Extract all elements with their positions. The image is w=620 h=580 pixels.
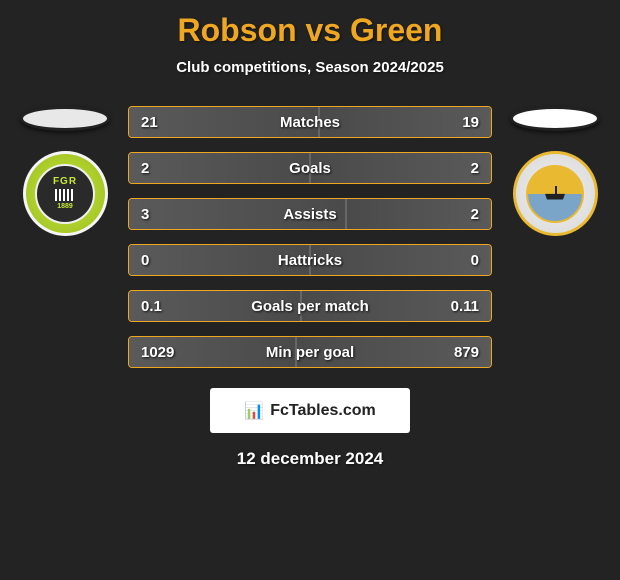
stat-label: Matches bbox=[280, 114, 340, 131]
stat-value-right: 0.11 bbox=[451, 298, 479, 315]
stat-bar: 0 0 Hattricks bbox=[128, 244, 492, 276]
stat-label: Assists bbox=[283, 206, 336, 223]
badge-right-inner bbox=[526, 165, 584, 223]
team-right-column bbox=[500, 106, 610, 236]
stat-fill-left bbox=[129, 153, 310, 183]
brand-box[interactable]: 📊 FcTables.com bbox=[210, 388, 410, 433]
ship-icon bbox=[545, 186, 565, 200]
stat-value-left: 0.1 bbox=[141, 298, 162, 315]
badge-left-text: FGR bbox=[53, 176, 77, 187]
stat-bar: 3 2 Assists bbox=[128, 198, 492, 230]
stats-column: 21 19 Matches 2 2 Goals 3 2 Assists 0 0 Hattricks 0.… bbox=[120, 106, 500, 368]
stat-bar: 2 2 Goals bbox=[128, 152, 492, 184]
main-container: FGR 1889 21 19 Matches 2 2 Goals 3 2 Assists 0 0 Ha… bbox=[0, 106, 620, 368]
chart-icon: 📊 bbox=[244, 401, 264, 421]
stat-value-left: 2 bbox=[141, 160, 149, 177]
team-right-marker bbox=[510, 106, 600, 131]
stat-value-left: 3 bbox=[141, 206, 149, 223]
date-text: 12 december 2024 bbox=[0, 449, 620, 469]
page-title: Robson vs Green bbox=[0, 0, 620, 49]
team-right-badge bbox=[513, 151, 598, 236]
stat-label: Goals per match bbox=[251, 298, 369, 315]
team-left-badge: FGR 1889 bbox=[23, 151, 108, 236]
stat-value-right: 2 bbox=[471, 160, 479, 177]
stat-fill-right bbox=[346, 199, 491, 229]
badge-left-year: 1889 bbox=[57, 203, 73, 211]
stat-bar: 1029 879 Min per goal bbox=[128, 336, 492, 368]
stat-label: Hattricks bbox=[278, 252, 342, 269]
team-left-marker bbox=[20, 106, 110, 131]
stat-value-right: 19 bbox=[462, 114, 479, 131]
stat-value-right: 879 bbox=[454, 344, 479, 361]
stat-value-left: 21 bbox=[141, 114, 158, 131]
stat-bar: 0.1 0.11 Goals per match bbox=[128, 290, 492, 322]
stat-bar: 21 19 Matches bbox=[128, 106, 492, 138]
stat-value-left: 1029 bbox=[141, 344, 174, 361]
stat-label: Min per goal bbox=[266, 344, 354, 361]
stat-value-right: 0 bbox=[471, 252, 479, 269]
brand-text: FcTables.com bbox=[270, 402, 376, 420]
stat-fill-right bbox=[310, 153, 491, 183]
stat-value-left: 0 bbox=[141, 252, 149, 269]
badge-left-stripes-icon bbox=[55, 189, 75, 201]
stat-value-right: 2 bbox=[471, 206, 479, 223]
stat-label: Goals bbox=[289, 160, 331, 177]
badge-left-inner: FGR 1889 bbox=[35, 164, 95, 224]
subtitle: Club competitions, Season 2024/2025 bbox=[0, 59, 620, 76]
team-left-column: FGR 1889 bbox=[10, 106, 120, 236]
